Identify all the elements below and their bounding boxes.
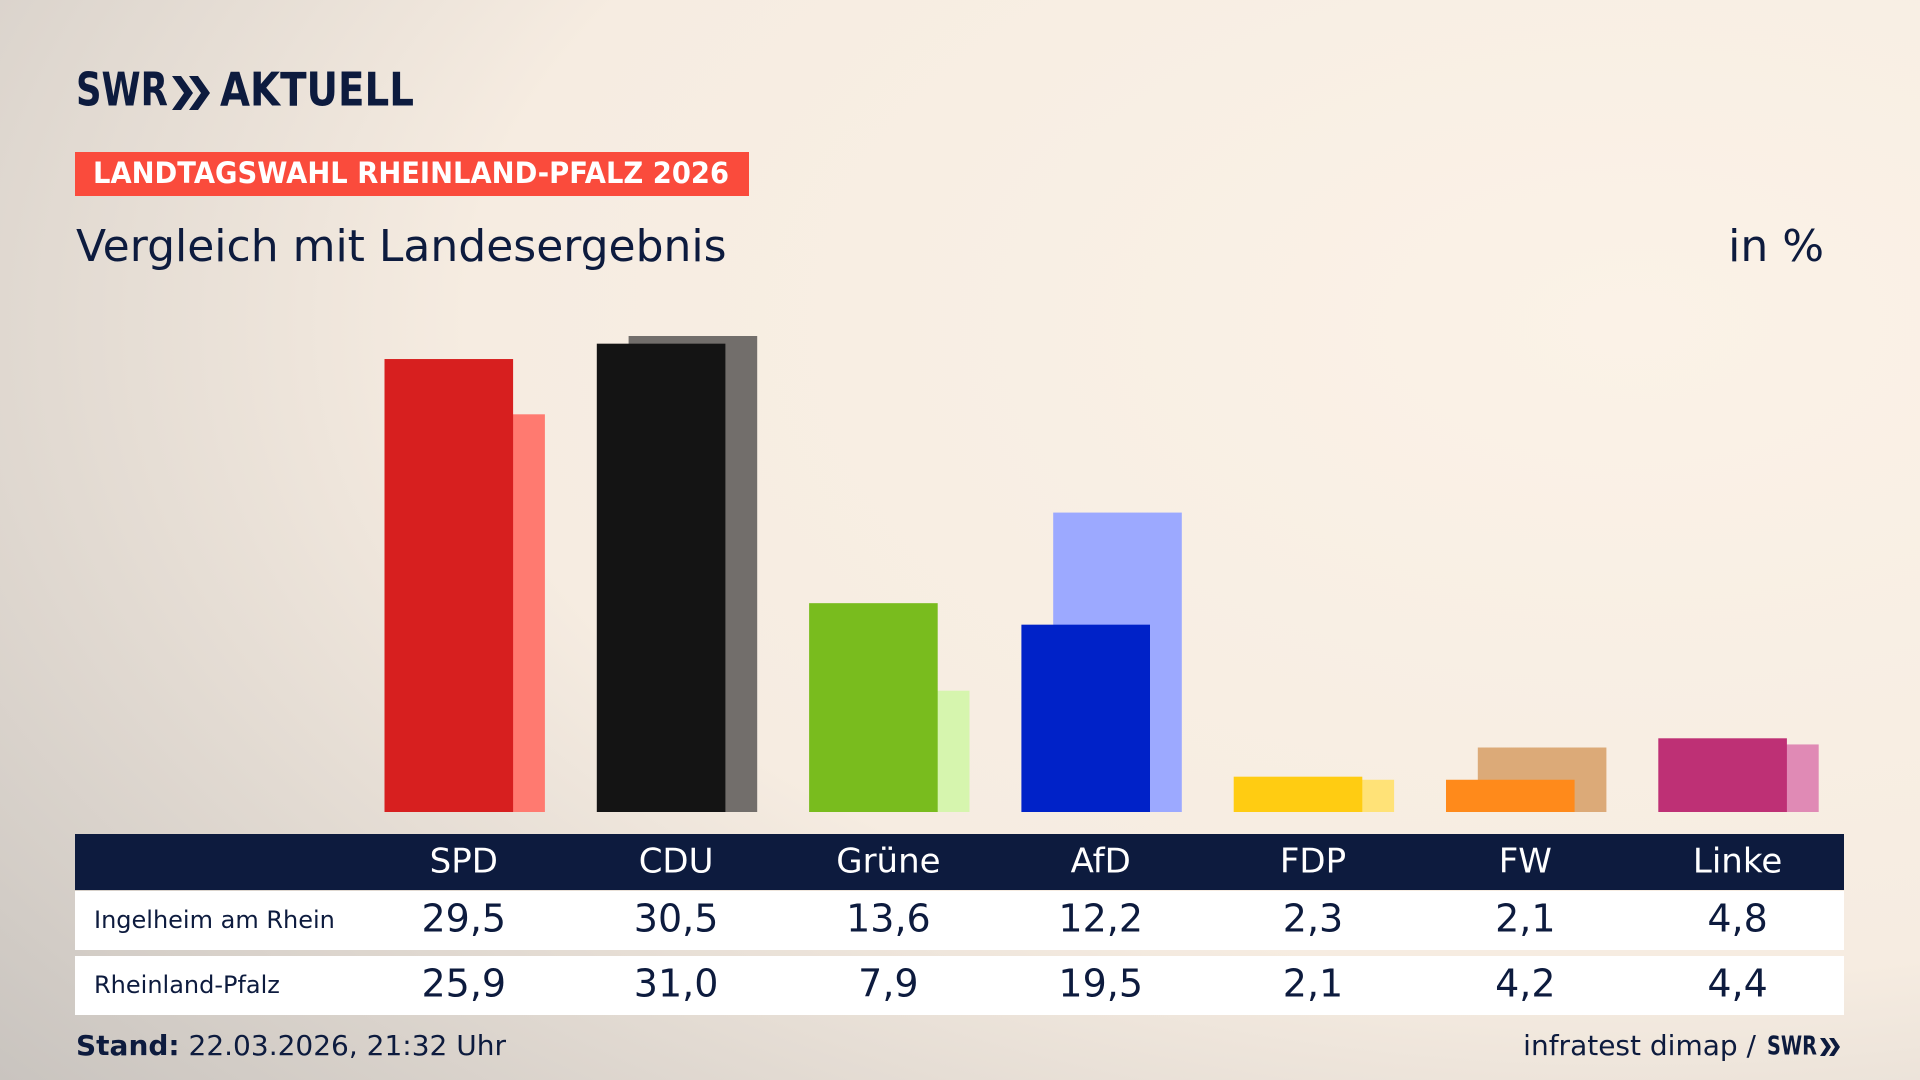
table-row xyxy=(75,891,1844,950)
bar xyxy=(1233,776,1363,812)
footer-brand: SWR xyxy=(1767,1032,1817,1062)
column-header: CDU xyxy=(639,842,714,882)
value-label: 2,1 xyxy=(1495,897,1555,941)
column-header: Grüne xyxy=(836,842,940,882)
stand-date: 22.03.2026, 21:32 Uhr xyxy=(189,1029,507,1062)
row-label: Rheinland-Pfalz xyxy=(94,971,280,999)
bar xyxy=(809,603,938,812)
bar xyxy=(1446,779,1575,812)
brand-chevrons xyxy=(172,76,210,110)
value-label: 13,6 xyxy=(846,897,931,941)
column-header: SPD xyxy=(430,842,498,882)
column-header: AfD xyxy=(1071,842,1131,882)
stand: Stand: 22.03.2026, 21:32 Uhr xyxy=(76,1029,506,1062)
value-label: 31,0 xyxy=(634,962,719,1006)
value-label: 12,2 xyxy=(1058,897,1143,941)
value-label: 2,1 xyxy=(1283,962,1343,1006)
value-label: 4,8 xyxy=(1707,897,1767,941)
column-header: FDP xyxy=(1280,842,1346,882)
footer-chevrons xyxy=(1820,1038,1840,1056)
stand-label: Stand: xyxy=(76,1029,180,1062)
kicker: LANDTAGSWAHL RHEINLAND-PFALZ 2026 xyxy=(93,156,729,190)
kicker-box xyxy=(75,152,749,196)
unit-label: in % xyxy=(1728,221,1824,272)
chart-title: Vergleich mit Landesergebnis xyxy=(76,221,727,272)
value-label: 7,9 xyxy=(858,962,918,1006)
source: infratest dimap / xyxy=(1523,1029,1756,1062)
value-label: 4,4 xyxy=(1707,962,1767,1006)
bar xyxy=(1021,624,1150,812)
value-label: 2,3 xyxy=(1283,897,1343,941)
row-label: Ingelheim am Rhein xyxy=(94,906,335,934)
bar xyxy=(1658,738,1787,812)
bar xyxy=(384,359,514,812)
column-header: FW xyxy=(1499,842,1552,882)
value-label: 25,9 xyxy=(421,962,506,1006)
table-header xyxy=(75,834,1844,890)
value-label: 19,5 xyxy=(1058,962,1143,1006)
value-label: 29,5 xyxy=(421,897,506,941)
value-label: 30,5 xyxy=(634,897,719,941)
table-row xyxy=(75,956,1844,1015)
value-label: 4,2 xyxy=(1495,962,1555,1006)
brand: SWR xyxy=(76,63,168,117)
column-header: Linke xyxy=(1693,842,1782,882)
bar xyxy=(596,343,726,812)
brand-name: AKTUELL xyxy=(220,63,414,117)
